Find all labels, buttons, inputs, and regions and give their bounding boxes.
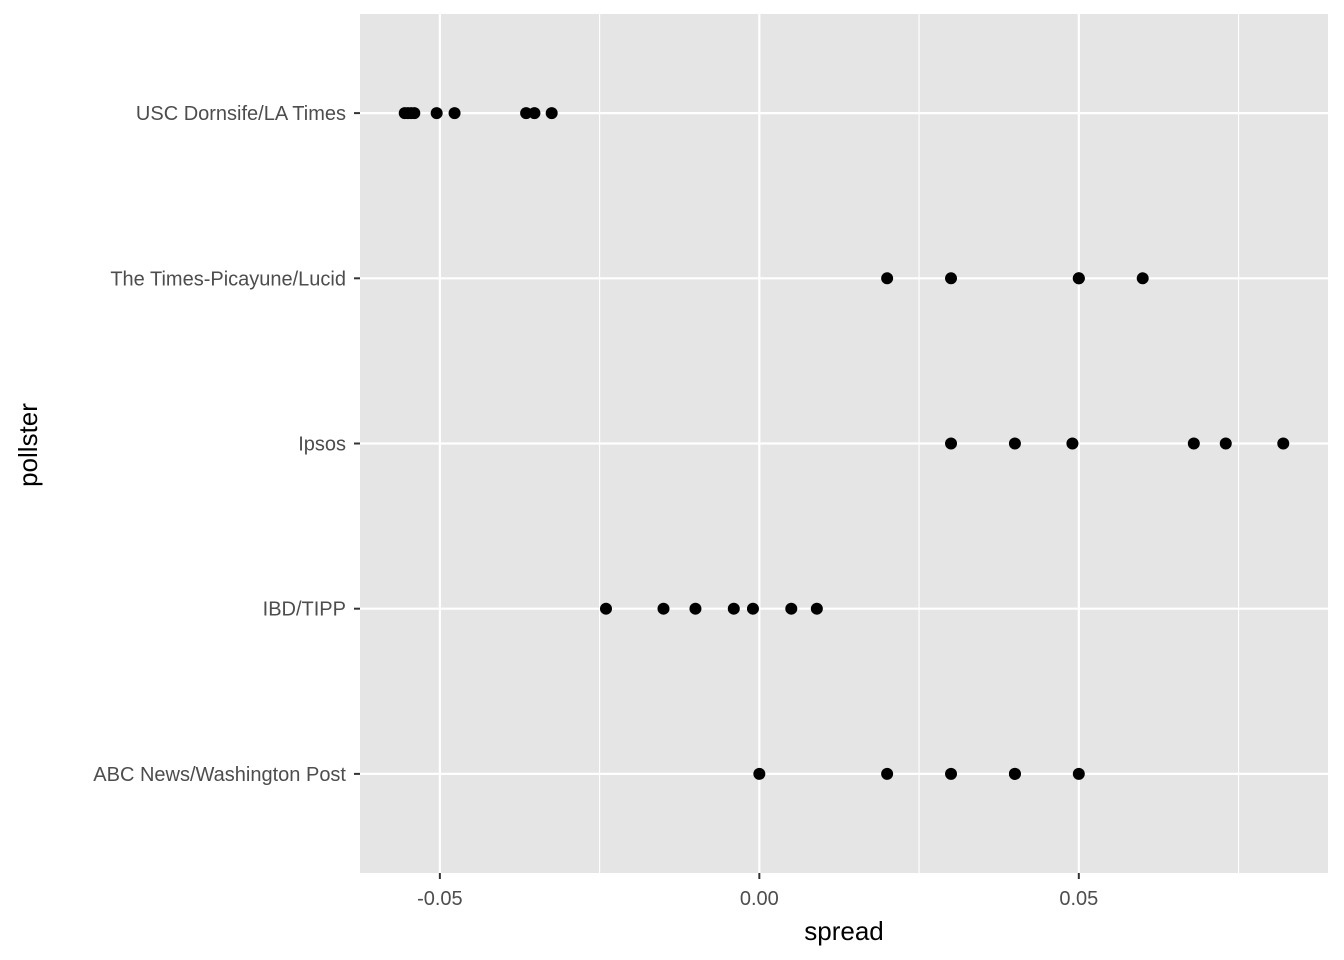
data-point	[520, 107, 533, 120]
data-point	[657, 602, 670, 615]
data-point	[1072, 272, 1085, 285]
data-point	[945, 767, 958, 780]
y-tick-label: ABC News/Washington Post	[93, 764, 346, 786]
data-point	[1136, 272, 1149, 285]
data-point	[945, 437, 958, 450]
data-point	[689, 602, 702, 615]
data-point	[1008, 437, 1021, 450]
data-point	[810, 602, 823, 615]
data-point	[1072, 767, 1085, 780]
y-tick-label: Ipsos	[298, 434, 346, 456]
data-point	[528, 107, 541, 120]
data-point	[599, 602, 612, 615]
data-point	[945, 272, 958, 285]
y-tick-label: The Times-Picayune/Lucid	[110, 268, 346, 290]
x-tick-label: -0.05	[417, 888, 463, 910]
data-points	[398, 107, 1290, 780]
data-point	[785, 602, 798, 615]
data-point	[746, 602, 759, 615]
data-point	[881, 272, 894, 285]
data-point	[1008, 767, 1021, 780]
data-point	[881, 767, 894, 780]
x-axis-title: spread	[804, 916, 884, 946]
y-tick-label: IBD/TIPP	[263, 599, 346, 621]
y-tick-label: USC Dornsife/LA Times	[136, 103, 346, 125]
data-point	[1066, 437, 1079, 450]
data-point	[545, 107, 558, 120]
data-point	[448, 107, 461, 120]
y-axis: ABC News/Washington Post IBD/TIPP Ipsos The…	[93, 103, 360, 786]
data-point	[1219, 437, 1232, 450]
data-point	[1277, 437, 1290, 450]
data-point	[1187, 437, 1200, 450]
x-tick-label: 0.05	[1059, 888, 1098, 910]
data-point	[727, 602, 740, 615]
data-point	[753, 767, 766, 780]
data-point	[408, 107, 421, 120]
x-tick-label: 0.00	[740, 888, 779, 910]
y-axis-title: pollster	[13, 403, 43, 487]
x-axis: -0.05 0.00 0.05	[417, 873, 1098, 910]
data-point	[430, 107, 443, 120]
